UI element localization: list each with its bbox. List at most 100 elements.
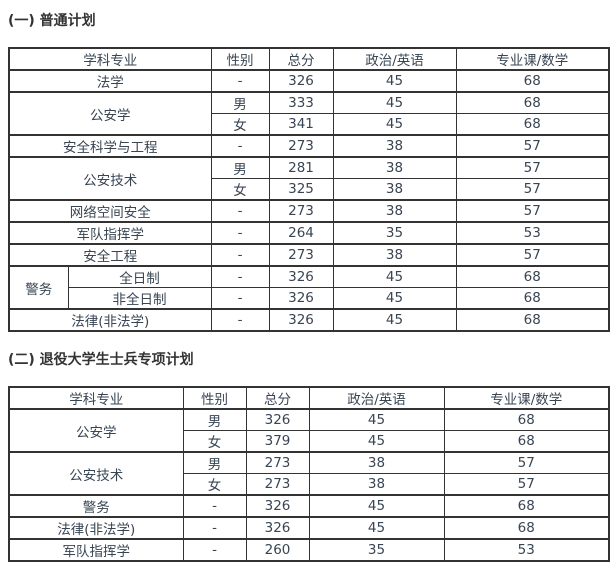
cell-politics-english: 45 [332, 91, 457, 114]
cell-course-math: 57 [443, 451, 610, 474]
header-cell-course-math: 专业课/数学 [455, 47, 610, 71]
cell-gender: 男 [182, 451, 247, 474]
cell-gender: - [182, 538, 247, 562]
cell-total: 264 [268, 221, 334, 245]
header-cell-gender: 性别 [210, 47, 270, 71]
cell-course-math: 68 [455, 69, 610, 93]
cell-course-math: 68 [455, 308, 610, 332]
table-general-plan: 学科专业 性别 总分 政治/英语 专业课/数学 法学 - 326 45 68 公… [8, 47, 610, 332]
table-row: 安全工程 - 273 38 57 [8, 243, 610, 267]
cell-total: 273 [268, 134, 334, 158]
cell-course-math: 68 [443, 408, 610, 431]
cell-total: 341 [268, 113, 334, 136]
cell-course-math: 57 [455, 199, 610, 223]
cell-politics-english: 38 [308, 473, 445, 496]
cell-politics-english: 38 [332, 156, 457, 179]
cell-course-math: 53 [455, 221, 610, 245]
cell-gender: 男 [210, 156, 270, 179]
cell-politics-english: 45 [332, 308, 457, 332]
cell-major: 军队指挥学 [8, 221, 212, 245]
cell-total: 326 [268, 287, 334, 310]
cell-major: 法律(非法学) [8, 308, 212, 332]
cell-major: 安全科学与工程 [8, 134, 212, 158]
page: (一) 普通计划 学科专业 性别 总分 政治/英语 专业课/数学 法学 - 32… [8, 13, 610, 562]
cell-major: 公安学 [8, 91, 212, 136]
cell-total: 325 [268, 178, 334, 201]
cell-politics-english: 45 [308, 494, 445, 518]
table-veteran-plan: 学科专业 性别 总分 政治/英语 专业课/数学 公安学 男 326 45 68 … [8, 386, 610, 562]
cell-gender: - [182, 516, 247, 540]
cell-gender: 女 [182, 430, 247, 453]
cell-major: 警务 [8, 494, 184, 518]
header-cell-major: 学科专业 [8, 47, 212, 71]
cell-gender: - [210, 287, 270, 310]
cell-total: 326 [268, 308, 334, 332]
cell-major: 公安技术 [8, 451, 184, 496]
cell-politics-english: 38 [332, 178, 457, 201]
table-row: 女 379 45 68 [9, 430, 610, 453]
cell-politics-english: 45 [332, 265, 457, 288]
table-row: 公安技术 男 273 38 57 [8, 451, 610, 496]
cell-politics-english: 45 [332, 287, 457, 310]
cell-total: 273 [245, 451, 310, 474]
cell-major: 军队指挥学 [8, 538, 184, 562]
cell-politics-english: 45 [308, 430, 445, 453]
cell-gender: - [210, 221, 270, 245]
cell-course-math: 57 [455, 156, 610, 179]
cell-politics-english: 35 [308, 538, 445, 562]
table-row: 网络空间安全 - 273 38 57 [8, 199, 610, 223]
cell-course-math: 57 [455, 134, 610, 158]
cell-total: 260 [245, 538, 310, 562]
cell-course-math: 68 [455, 113, 610, 136]
cell-gender: - [210, 69, 270, 93]
cell-politics-english: 45 [308, 516, 445, 540]
cell-politics-english: 38 [332, 199, 457, 223]
cell-politics-english: 38 [308, 451, 445, 474]
header-cell-major: 学科专业 [8, 386, 184, 410]
cell-gender: - [210, 134, 270, 158]
cell-total: 281 [268, 156, 334, 179]
table-row: 法律(非法学) - 326 45 68 [8, 516, 610, 540]
cell-major: 网络空间安全 [8, 199, 212, 223]
table-row: 公安学 男 326 45 68 [8, 408, 610, 453]
cell-total: 379 [245, 430, 310, 453]
cell-gender: 男 [210, 91, 270, 114]
table-row: 军队指挥学 - 264 35 53 [8, 221, 610, 245]
table-row: 公安学 男 333 45 68 [8, 91, 610, 136]
cell-gender: - [210, 265, 270, 288]
table-row: 非全日制 - 326 45 68 [9, 287, 610, 310]
cell-gender: 女 [182, 473, 247, 496]
table-row: 军队指挥学 - 260 35 53 [8, 538, 610, 562]
cell-gender: - [210, 199, 270, 223]
cell-gender: - [210, 243, 270, 267]
cell-politics-english: 35 [332, 221, 457, 245]
cell-gender: 男 [182, 408, 247, 431]
table-header-row: 学科专业 性别 总分 政治/英语 专业课/数学 [8, 386, 610, 410]
cell-total: 326 [268, 265, 334, 288]
cell-major: 公安技术 [8, 156, 212, 201]
cell-politics-english: 45 [308, 408, 445, 431]
table-row: 法学 - 326 45 68 [8, 69, 610, 93]
cell-course-math: 57 [455, 178, 610, 201]
header-cell-total: 总分 [268, 47, 334, 71]
table-row: 警务 全日制 - 326 45 68 [8, 265, 610, 310]
cell-gender: - [210, 308, 270, 332]
cell-total: 326 [245, 516, 310, 540]
cell-total: 273 [268, 243, 334, 267]
cell-major: 法学 [8, 69, 212, 93]
cell-total: 326 [245, 494, 310, 518]
header-cell-total: 总分 [245, 386, 310, 410]
cell-total: 273 [245, 473, 310, 496]
cell-course-math: 68 [443, 494, 610, 518]
cell-major: 安全工程 [8, 243, 212, 267]
header-cell-gender: 性别 [182, 386, 247, 410]
cell-course-math: 57 [443, 473, 610, 496]
header-cell-course-math: 专业课/数学 [443, 386, 610, 410]
table-row: 警务 - 326 45 68 [8, 494, 610, 518]
cell-gender: - [182, 494, 247, 518]
section-title-general-plan: (一) 普通计划 [8, 13, 96, 29]
header-cell-politics-english: 政治/英语 [308, 386, 445, 410]
table-header-row: 学科专业 性别 总分 政治/英语 专业课/数学 [8, 47, 610, 71]
cell-course-math: 53 [443, 538, 610, 562]
table-row: 法律(非法学) - 326 45 68 [8, 308, 610, 332]
